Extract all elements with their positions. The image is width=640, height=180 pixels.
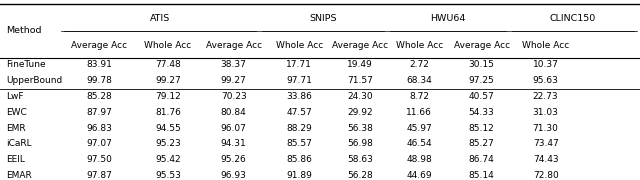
Text: Average Acc: Average Acc — [71, 40, 127, 50]
Text: Method: Method — [6, 26, 42, 35]
Text: 97.87: 97.87 — [86, 171, 112, 180]
Text: 56.38: 56.38 — [347, 124, 373, 133]
Text: 97.50: 97.50 — [86, 155, 112, 164]
Text: 68.34: 68.34 — [406, 76, 432, 85]
Text: FineTune: FineTune — [6, 60, 46, 69]
Text: 85.12: 85.12 — [468, 124, 495, 133]
Text: 83.91: 83.91 — [86, 60, 112, 69]
Text: 72.80: 72.80 — [532, 171, 559, 180]
Text: 99.27: 99.27 — [221, 76, 246, 85]
Text: 87.97: 87.97 — [86, 108, 112, 117]
Text: 96.93: 96.93 — [221, 171, 246, 180]
Text: 85.14: 85.14 — [468, 171, 495, 180]
Text: 44.69: 44.69 — [406, 171, 432, 180]
Text: 45.97: 45.97 — [406, 124, 432, 133]
Text: 94.55: 94.55 — [155, 124, 181, 133]
Text: EEIL: EEIL — [6, 155, 25, 164]
Text: EMR: EMR — [6, 124, 26, 133]
Text: Whole Acc: Whole Acc — [396, 40, 443, 50]
Text: EWC: EWC — [6, 108, 27, 117]
Text: 97.25: 97.25 — [468, 76, 495, 85]
Text: 95.26: 95.26 — [221, 155, 246, 164]
Text: 97.71: 97.71 — [286, 76, 312, 85]
Text: 96.07: 96.07 — [221, 124, 246, 133]
Text: 95.53: 95.53 — [155, 171, 181, 180]
Text: Average Acc: Average Acc — [205, 40, 262, 50]
Text: 97.07: 97.07 — [86, 139, 112, 148]
Text: ATIS: ATIS — [150, 14, 170, 23]
Text: 56.98: 56.98 — [347, 139, 373, 148]
Text: EMAR: EMAR — [6, 171, 32, 180]
Text: 74.43: 74.43 — [532, 155, 559, 164]
Text: 24.30: 24.30 — [347, 93, 373, 101]
Text: 77.48: 77.48 — [155, 60, 181, 69]
Text: Average Acc: Average Acc — [454, 40, 509, 50]
Text: 79.12: 79.12 — [155, 93, 181, 101]
Text: Average Acc: Average Acc — [332, 40, 388, 50]
Text: 99.78: 99.78 — [86, 76, 112, 85]
Text: 80.84: 80.84 — [221, 108, 246, 117]
Text: Whole Acc: Whole Acc — [276, 40, 323, 50]
Text: 33.86: 33.86 — [286, 93, 312, 101]
Text: 54.33: 54.33 — [468, 108, 495, 117]
Text: SNIPS: SNIPS — [310, 14, 337, 23]
Text: 85.57: 85.57 — [286, 139, 312, 148]
Text: 10.37: 10.37 — [532, 60, 559, 69]
Text: 22.73: 22.73 — [532, 93, 559, 101]
Text: 71.30: 71.30 — [532, 124, 559, 133]
Text: 85.27: 85.27 — [468, 139, 495, 148]
Text: 85.28: 85.28 — [86, 93, 112, 101]
Text: 56.28: 56.28 — [347, 171, 373, 180]
Text: HWU64: HWU64 — [430, 14, 466, 23]
Text: 73.47: 73.47 — [532, 139, 559, 148]
Text: CLINC150: CLINC150 — [550, 14, 596, 23]
Text: 29.92: 29.92 — [347, 108, 373, 117]
Text: 85.86: 85.86 — [286, 155, 312, 164]
Text: 95.63: 95.63 — [532, 76, 559, 85]
Text: 17.71: 17.71 — [286, 60, 312, 69]
Text: 81.76: 81.76 — [155, 108, 181, 117]
Text: 30.15: 30.15 — [468, 60, 495, 69]
Text: 70.23: 70.23 — [221, 93, 246, 101]
Text: 96.83: 96.83 — [86, 124, 112, 133]
Text: 91.89: 91.89 — [286, 171, 312, 180]
Text: 95.42: 95.42 — [155, 155, 181, 164]
Text: 47.57: 47.57 — [286, 108, 312, 117]
Text: 71.57: 71.57 — [347, 76, 373, 85]
Text: 86.74: 86.74 — [468, 155, 495, 164]
Text: Whole Acc: Whole Acc — [522, 40, 569, 50]
Text: 31.03: 31.03 — [532, 108, 559, 117]
Text: 19.49: 19.49 — [347, 60, 373, 69]
Text: 11.66: 11.66 — [406, 108, 432, 117]
Text: 40.57: 40.57 — [468, 93, 495, 101]
Text: 99.27: 99.27 — [155, 76, 181, 85]
Text: 94.31: 94.31 — [221, 139, 246, 148]
Text: Whole Acc: Whole Acc — [145, 40, 191, 50]
Text: 88.29: 88.29 — [286, 124, 312, 133]
Text: 48.98: 48.98 — [406, 155, 432, 164]
Text: LwF: LwF — [6, 93, 24, 101]
Text: 46.54: 46.54 — [406, 139, 432, 148]
Text: 8.72: 8.72 — [409, 93, 429, 101]
Text: iCaRL: iCaRL — [6, 139, 32, 148]
Text: 58.63: 58.63 — [347, 155, 373, 164]
Text: UpperBound: UpperBound — [6, 76, 63, 85]
Text: 95.23: 95.23 — [155, 139, 181, 148]
Text: 2.72: 2.72 — [409, 60, 429, 69]
Text: 38.37: 38.37 — [221, 60, 246, 69]
